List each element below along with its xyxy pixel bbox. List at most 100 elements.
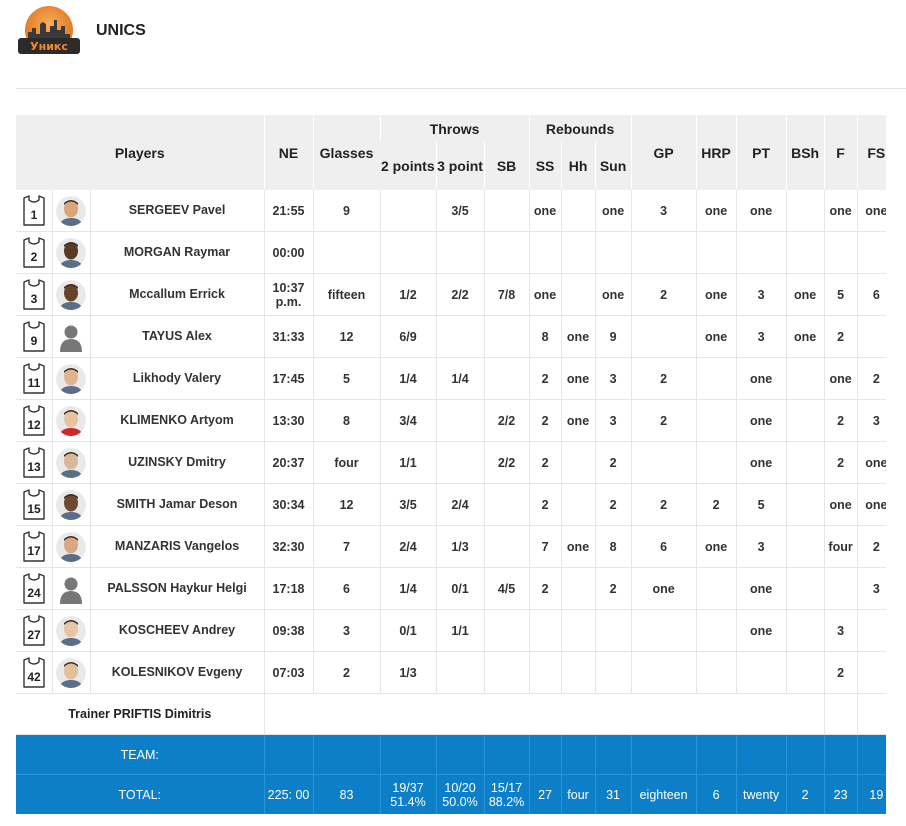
avatar[interactable] [56,279,86,310]
stat-ss: 2 [528,567,562,610]
player-row[interactable]: 12 KLIMENKO Artyom 13:30 8 3/4 2/2 2 one 3 2 one 2 3 [16,399,886,442]
header-sun[interactable]: Sun [594,142,632,190]
trainer-label[interactable]: Trainer PRIFTIS Dimitris [16,693,265,735]
avatar-cell [51,609,90,652]
player-row[interactable]: 15 SMITH Jamar Deson 30:34 12 3/5 2/4 2 2 2 2 5 one… [16,483,886,526]
player-name[interactable]: Likhody Valery [89,357,265,400]
player-name[interactable]: PALSSON Haykur Helgi [89,567,265,610]
player-name[interactable]: Mccallum Errick [89,273,265,316]
player-name[interactable]: SMITH Jamar Deson [89,483,265,526]
stat-three [435,231,485,274]
player-name[interactable]: UZINSKY Dmitry [89,441,265,484]
avatar[interactable] [56,615,86,646]
stat-three: 2/2 [435,273,485,316]
avatar[interactable] [56,363,86,394]
header-three-point[interactable]: 3 point [435,142,485,190]
player-row[interactable]: 3 Mccallum Errick 10:37 p.m. fifteen 1/2 2/2 7… [16,273,886,316]
stat-bsh [785,231,825,274]
jersey-cell: 27 [16,609,52,652]
player-row[interactable]: 2 MORGAN Raymar 00:00 [16,231,886,274]
header-hrp[interactable]: HRP [695,115,737,190]
stat-hrp: 2 [695,483,737,526]
box-score-table-container[interactable]: Players NE Glasses Throws Rebounds GP HR… [16,115,886,826]
stat-two: 0/1 [379,609,437,652]
stat-bsh [785,609,825,652]
stat-hh [560,483,596,526]
player-name[interactable]: SERGEEV Pavel [89,190,265,232]
header-ne[interactable]: NE [263,115,314,190]
player-name[interactable]: MANZARIS Vangelos [89,525,265,568]
jersey-cell: 24 [16,567,52,610]
player-row[interactable]: 42 KOLESNIKOV Evgeny 07:03 2 1/3 2 [16,651,886,694]
header-fs[interactable]: FS [856,115,886,190]
header-f[interactable]: F [823,115,858,190]
stat-ne: 09:38 [263,609,314,652]
stat-gp: 2 [630,273,697,316]
stat-ne: 21:55 [263,190,314,232]
stat-ss [528,609,562,652]
player-row[interactable]: 11 Likhody Valery 17:45 5 1/4 1/4 2 one 3 2 one one… [16,357,886,400]
stat-glasses: 2 [312,651,381,694]
player-row[interactable]: 1 SERGEEV Pavel 21:55 9 3/5 one one 3 one one one o… [16,190,886,232]
player-row[interactable]: 13 UZINSKY Dmitry 20:37 four 1/1 2/2 2 2 one 2 one [16,441,886,484]
avatar-cell [51,357,90,400]
stat-bsh [785,483,825,526]
stat-f: 2 [823,651,858,694]
avatar[interactable] [56,405,86,436]
stat-gp [630,231,697,274]
stat-glasses: 5 [312,357,381,400]
stat-sb [483,190,530,232]
avatar[interactable] [56,447,86,478]
total-hh: four [560,774,596,814]
stat-glasses: four [312,441,381,484]
avatar[interactable] [56,531,86,562]
header-two-points[interactable]: 2 points [380,142,437,190]
stat-fs: 2 [856,525,886,568]
avatar[interactable] [56,489,86,520]
stat-f [823,231,858,274]
avatar[interactable] [56,657,86,688]
header-hh[interactable]: Hh [560,142,596,190]
stat-glasses: 12 [312,315,381,358]
header-players[interactable]: Players [16,115,265,190]
player-name[interactable]: TAYUS Alex [89,315,265,358]
player-row[interactable]: 24 PALSSON Haykur Helgi 17:18 6 1/4 0/1 4/5 2 2 o… [16,567,886,610]
stat-f: 2 [823,441,858,484]
stat-hh [560,190,596,232]
player-name[interactable]: KOLESNIKOV Evgeny [89,651,265,694]
stat-ne: 07:03 [263,651,314,694]
stat-sb: 2/2 [483,441,530,484]
stat-bsh [785,441,825,484]
stat-three: 1/3 [435,525,485,568]
header-sb[interactable]: SB [483,142,530,190]
total-three-pct: 50.0% [442,794,478,809]
stat-gp: 3 [630,190,697,232]
header-glasses[interactable]: Glasses [312,115,381,190]
header-bsh[interactable]: BSh [785,115,825,190]
player-row[interactable]: 27 KOSCHEEV Andrey 09:38 3 0/1 1/1 one 3 [16,609,886,652]
stat-pt: 5 [735,483,787,526]
player-row[interactable]: 17 MANZARIS Vangelos 32:30 7 2/4 1/3 7 one 8 6 one… [16,525,886,568]
stat-gp: 6 [630,525,697,568]
player-name[interactable]: MORGAN Raymar [89,231,265,274]
team-row-label: TEAM: [16,734,265,775]
avatar[interactable] [56,237,86,268]
stat-bsh [785,651,825,694]
stat-pt: one [735,399,787,442]
stat-hh: one [560,525,596,568]
stat-sb: 2/2 [483,399,530,442]
avatar[interactable] [56,195,86,226]
header-gp[interactable]: GP [630,115,697,190]
player-row[interactable]: 9 TAYUS Alex 31:33 12 6/9 8 one 9 one 3 one 2 [16,315,886,358]
jersey-icon: 27 [23,615,45,646]
avatar-cell [51,273,90,316]
player-name[interactable]: KOSCHEEV Andrey [89,609,265,652]
header-pt[interactable]: PT [735,115,787,190]
stat-sun [594,231,632,274]
header-ss[interactable]: SS [528,142,562,190]
stat-sb [483,609,530,652]
unics-logo-icon[interactable]: Уникс [16,4,82,62]
stat-f: four [823,525,858,568]
player-name[interactable]: KLIMENKO Artyom [89,399,265,442]
stat-bsh: one [785,315,825,358]
